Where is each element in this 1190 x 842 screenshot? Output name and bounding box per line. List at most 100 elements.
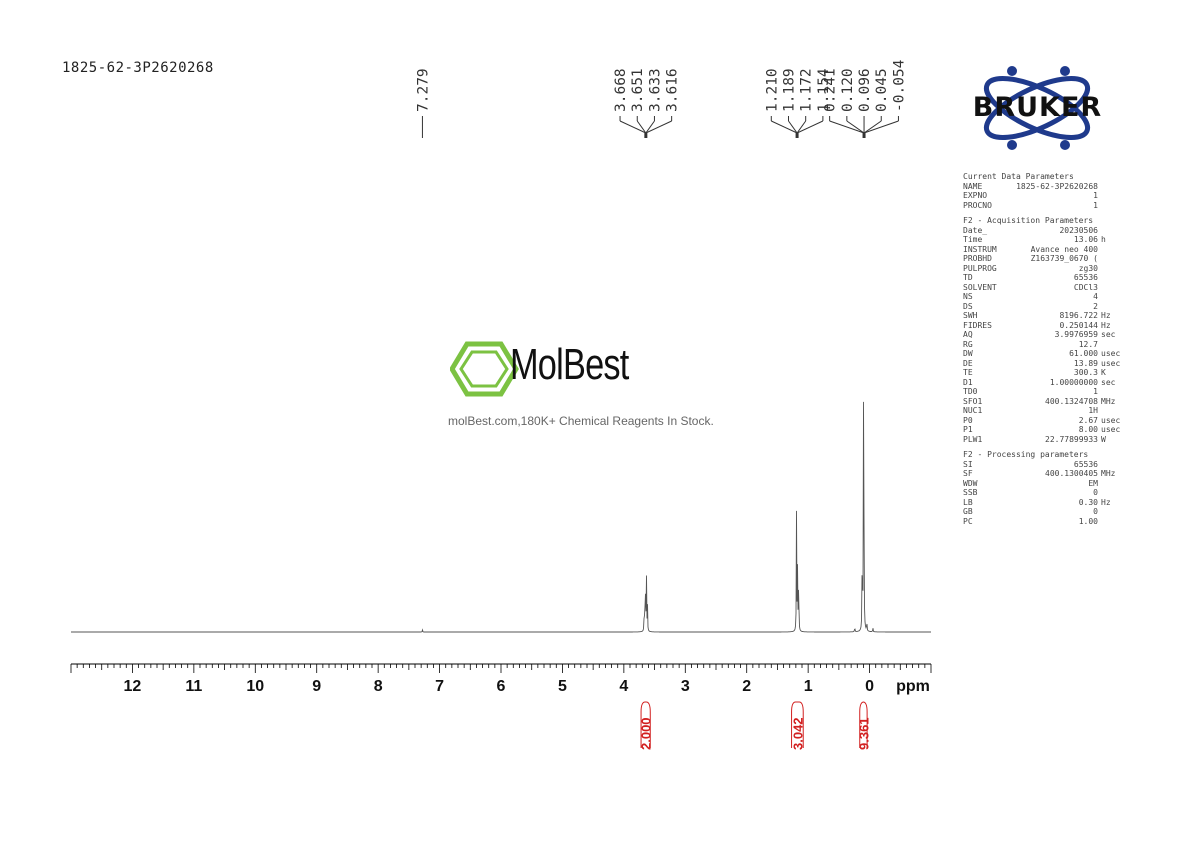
watermark-brand: MolBest bbox=[510, 340, 629, 389]
parameter-key: TD0 bbox=[963, 387, 978, 396]
parameter-unit: Hz bbox=[1101, 311, 1111, 320]
parameter-row: NS 4 bbox=[963, 292, 1123, 302]
spectrum-trace bbox=[71, 401, 931, 633]
parameter-value: 1825-62-3P2620268 bbox=[1016, 181, 1098, 191]
parameter-key: PROBHD bbox=[963, 254, 992, 263]
parameter-key: SI bbox=[963, 459, 973, 469]
parameter-value: 13.06 bbox=[1073, 235, 1098, 244]
parameter-key: INSTRUM bbox=[963, 244, 997, 254]
parameter-row: PULPROG zg30 bbox=[963, 264, 1123, 274]
parameter-value: 2.67 bbox=[1078, 415, 1098, 425]
parameter-row: INSTRUM Avance neo 400 bbox=[963, 245, 1123, 255]
parameter-key: RG bbox=[963, 339, 973, 349]
parameter-row: SFO1 400.1324708 MHz bbox=[963, 397, 1123, 407]
bruker-logo-text: BRUKER bbox=[972, 92, 1103, 123]
bruker-orbit-icon bbox=[983, 66, 1091, 150]
peak-label-connector bbox=[636, 120, 647, 134]
bruker-logo: BRUKER bbox=[955, 62, 1120, 154]
parameter-value: 8196.722 bbox=[1059, 311, 1098, 320]
x-tick-label: 1 bbox=[804, 678, 813, 695]
parameter-value: 1.00 bbox=[1078, 516, 1098, 526]
parameter-key: Date_ bbox=[963, 225, 988, 235]
x-tick-label: 12 bbox=[124, 678, 142, 695]
parameter-value: Z163739_0670 ( bbox=[1030, 254, 1098, 263]
parameter-section: Current Data Parameters NAME 1825-62-3P262… bbox=[963, 172, 1123, 210]
parameter-unit: sec bbox=[1101, 377, 1116, 387]
parameter-key: D1 bbox=[963, 377, 973, 387]
parameter-unit: Hz bbox=[1101, 497, 1111, 507]
parameter-row: GB 0 bbox=[963, 507, 1123, 517]
parameter-key: DS bbox=[963, 301, 973, 311]
parameter-row: PC 1.00 bbox=[963, 517, 1123, 527]
integral-value: 2.000 bbox=[639, 717, 654, 750]
parameter-key: P1 bbox=[963, 425, 973, 434]
peak-shift-label: 0.096 bbox=[857, 68, 873, 112]
parameter-key: PULPROG bbox=[963, 263, 997, 273]
parameter-key: AQ bbox=[963, 330, 973, 339]
benzene-ring-icon bbox=[450, 341, 519, 397]
parameter-row: SF 400.1300405 MHz bbox=[963, 469, 1123, 479]
x-tick-label: 3 bbox=[681, 678, 690, 695]
parameter-key: SSB bbox=[963, 488, 978, 497]
x-axis-label: ppm bbox=[896, 678, 930, 695]
peak-shift-label: 0.045 bbox=[874, 68, 890, 112]
x-tick-label: 10 bbox=[246, 678, 264, 695]
parameter-unit: sec bbox=[1101, 330, 1116, 339]
x-tick-label: 5 bbox=[558, 678, 567, 695]
parameter-key: DW bbox=[963, 349, 973, 358]
parameter-unit: usec bbox=[1101, 425, 1121, 434]
parameter-value: 0 bbox=[1093, 507, 1098, 516]
parameter-key: P0 bbox=[963, 415, 973, 425]
parameter-value: 12.7 bbox=[1078, 339, 1098, 349]
parameter-unit: usec bbox=[1101, 358, 1121, 368]
parameter-value: 4 bbox=[1093, 292, 1098, 301]
parameter-value: 400.1324708 bbox=[1045, 396, 1098, 406]
integral-value: 9.361 bbox=[856, 717, 871, 750]
x-tick-label: 8 bbox=[374, 678, 383, 695]
parameter-value: 300.3 bbox=[1073, 368, 1098, 377]
parameter-value: 0.250144 bbox=[1059, 320, 1098, 330]
parameter-unit: MHz bbox=[1101, 396, 1116, 406]
peak-label-connector bbox=[771, 120, 798, 134]
parameter-value: 65536 bbox=[1073, 273, 1098, 282]
parameter-row: EXPNO 1 bbox=[963, 191, 1123, 201]
parameter-row: SSB 0 bbox=[963, 488, 1123, 498]
parameter-key: EXPNO bbox=[963, 191, 988, 200]
parameter-row: FIDRES 0.250144 Hz bbox=[963, 321, 1123, 331]
peak-label-connector bbox=[829, 120, 865, 134]
parameter-key: LB bbox=[963, 497, 973, 507]
acquisition-parameters-panel: Current Data Parameters NAME 1825-62-3P262… bbox=[963, 172, 1123, 532]
watermark-tagline: molBest.com,180K+ Chemical Reagents In S… bbox=[448, 414, 714, 428]
parameter-value: EM bbox=[1088, 478, 1098, 488]
parameter-row: PROBHD Z163739_0670 ( bbox=[963, 254, 1123, 264]
parameter-key: SWH bbox=[963, 311, 978, 320]
peak-label-connector bbox=[796, 120, 807, 134]
parameter-value: Avance neo 400 bbox=[1030, 244, 1098, 254]
parameter-row: P0 2.67 usec bbox=[963, 416, 1123, 426]
parameter-unit: usec bbox=[1101, 415, 1121, 425]
parameter-key: SOLVENT bbox=[963, 282, 997, 292]
parameter-row: SOLVENT CDCl3 bbox=[963, 283, 1123, 293]
integral-bracket bbox=[640, 701, 651, 748]
x-tick-label: 0 bbox=[865, 678, 874, 695]
parameter-value: CDCl3 bbox=[1073, 282, 1098, 292]
integral-bracket bbox=[859, 701, 868, 748]
parameter-section: F2 - Processing parameters SI 65536 SF 400.1… bbox=[963, 450, 1123, 526]
parameter-unit: MHz bbox=[1101, 469, 1116, 478]
parameter-row: D1 1.00000000 sec bbox=[963, 378, 1123, 388]
x-tick-label: 9 bbox=[312, 678, 321, 695]
x-tick-label: 11 bbox=[185, 678, 202, 695]
parameter-value: 0 bbox=[1093, 488, 1098, 497]
parameter-value: 0.30 bbox=[1078, 497, 1098, 507]
peak-shift-label: 1.172 bbox=[799, 68, 815, 112]
parameter-row: Date_ 20230506 bbox=[963, 226, 1123, 236]
parameter-row: DS 2 bbox=[963, 302, 1123, 312]
parameter-key: NS bbox=[963, 292, 973, 301]
peak-shift-label: 1.189 bbox=[781, 68, 797, 112]
parameter-value: 400.1300405 bbox=[1045, 469, 1098, 478]
parameter-key: NUC1 bbox=[963, 406, 983, 415]
parameter-row: PROCNO 1 bbox=[963, 201, 1123, 211]
parameter-value: 1 bbox=[1093, 191, 1098, 200]
x-tick-label: 2 bbox=[742, 678, 751, 695]
